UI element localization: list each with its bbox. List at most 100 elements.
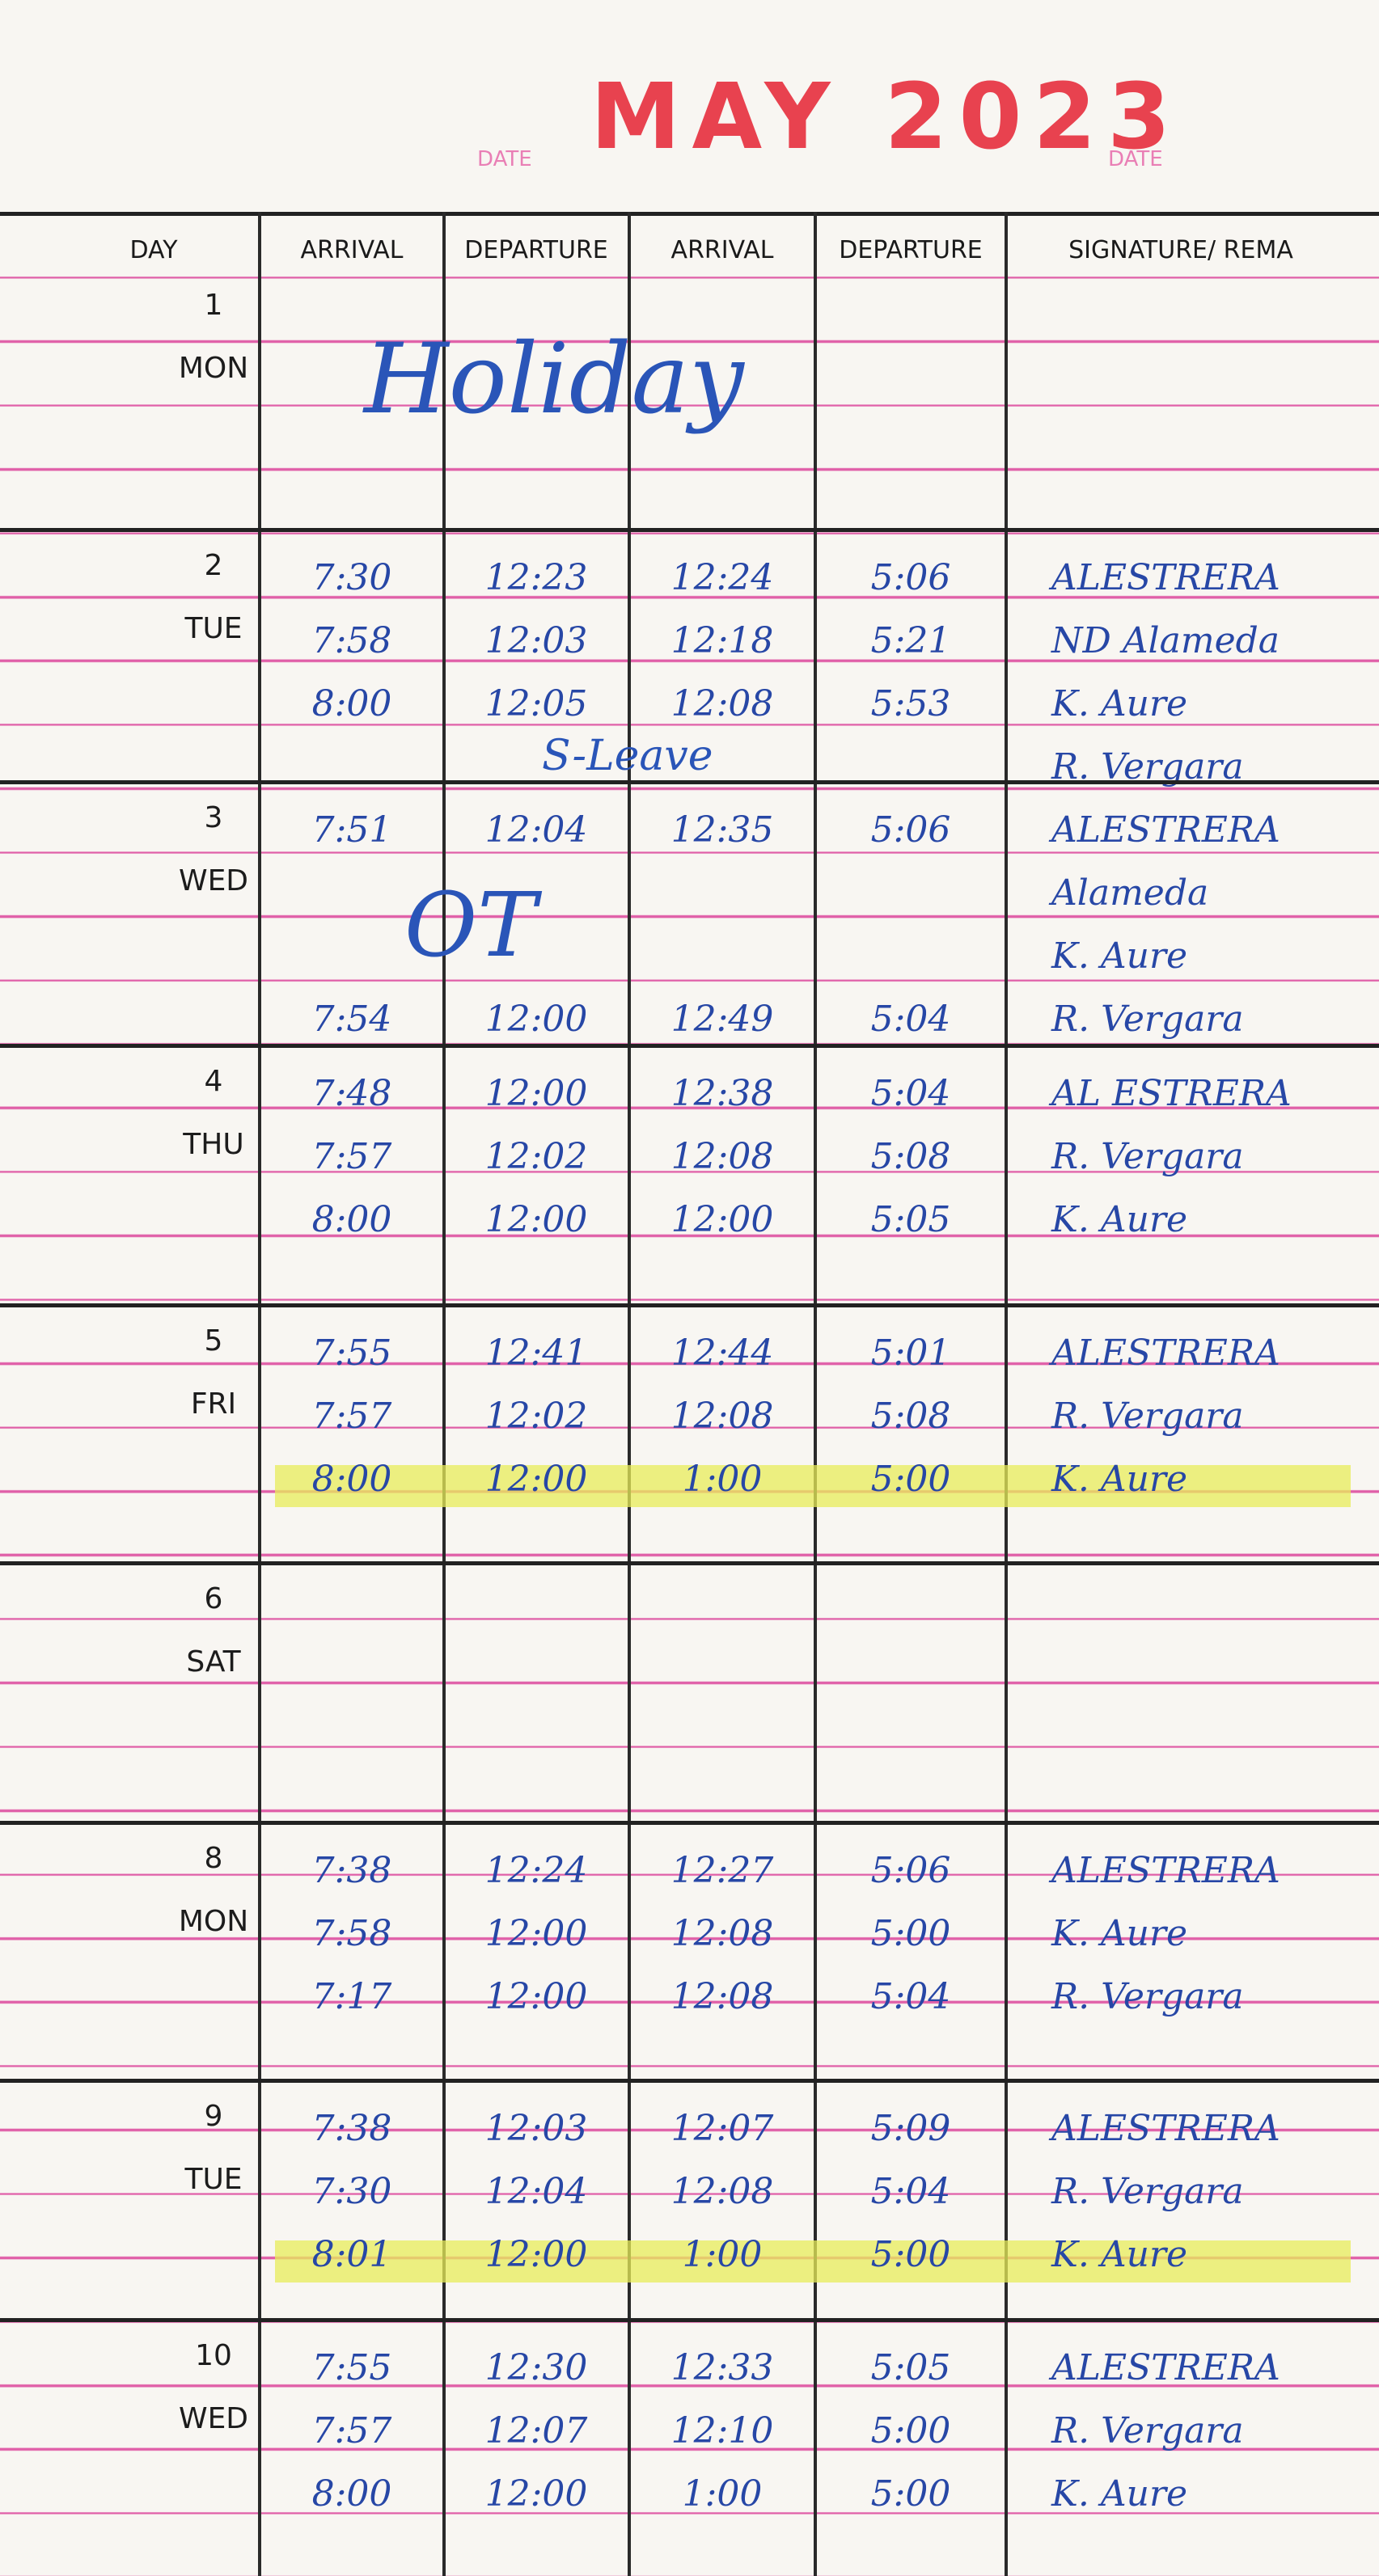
month-title: MAY 2023 [590, 65, 1182, 170]
signature: K. Aure [1051, 683, 1188, 724]
time-entry: 5:09 [870, 2108, 951, 2149]
time-entry: 8:00 [311, 1459, 392, 1500]
signature: ALESTRERA [1051, 1332, 1280, 1374]
header-rule [0, 212, 1379, 216]
time-entry: 12:00 [484, 1976, 588, 2017]
weekday: WED [178, 864, 249, 897]
column-rule [442, 212, 446, 2576]
time-entry: 8:00 [311, 683, 392, 724]
day-rule [0, 1821, 1379, 1825]
date-label: DATE [1108, 147, 1163, 171]
time-entry: 5:04 [870, 1073, 951, 1114]
time-entry: 1:00 [682, 2234, 763, 2275]
time-entry: 12:08 [670, 1913, 774, 1954]
date-label: DATE [477, 147, 532, 171]
time-entry: 12:04 [484, 809, 588, 851]
time-entry: 12:08 [670, 1396, 774, 1437]
column-header: DAY [129, 236, 178, 264]
signature: R. Vergara [1051, 1396, 1244, 1437]
time-entry: 5:01 [870, 1332, 951, 1374]
time-entry: 7:57 [311, 2410, 392, 2451]
weekday: TUE [184, 612, 243, 645]
time-entry: 12:23 [484, 557, 588, 598]
time-entry: 5:06 [870, 809, 951, 851]
day-number: 2 [204, 549, 223, 582]
time-entry: 5:00 [870, 2473, 951, 2515]
time-entry: 12:02 [484, 1136, 588, 1177]
time-entry: 7:57 [311, 1136, 392, 1177]
time-entry: 5:08 [870, 1396, 951, 1437]
time-entry: 12:18 [670, 620, 774, 661]
highlight [275, 1465, 1351, 1507]
time-entry: 5:04 [870, 2171, 951, 2212]
signature: ALESTRERA [1051, 2347, 1280, 2388]
time-entry: 7:30 [311, 2171, 392, 2212]
time-entry: 7:48 [311, 1073, 392, 1114]
day-rule [0, 1044, 1379, 1048]
time-entry: 12:49 [670, 999, 774, 1040]
column-header: ARRIVAL [300, 236, 404, 264]
column-rule [628, 212, 631, 2576]
time-entry: 12:00 [484, 2234, 588, 2275]
signature: K. Aure [1051, 1199, 1188, 1240]
weekday: THU [183, 1128, 244, 1161]
time-entry: 5:00 [870, 2234, 951, 2275]
time-entry: 12:00 [484, 1459, 588, 1500]
time-entry: 1:00 [682, 2473, 763, 2515]
time-entry: 7:55 [311, 2347, 392, 2388]
time-entry: 12:08 [670, 1976, 774, 2017]
column-rule [1005, 212, 1008, 2576]
signature: R. Vergara [1051, 1136, 1244, 1177]
time-entry: 5:06 [870, 1850, 951, 1891]
day-rule [0, 780, 1379, 784]
day-rule [0, 1561, 1379, 1565]
highlight [275, 2240, 1351, 2283]
handwritten-note: Holiday [364, 323, 744, 436]
time-entry: 7:38 [311, 1850, 392, 1891]
column-rule [814, 212, 817, 2576]
time-entry: 5:05 [870, 1199, 951, 1240]
day-rule [0, 2318, 1379, 2322]
signature: R. Vergara [1051, 1976, 1244, 2017]
signature: AL ESTRERA [1051, 1073, 1292, 1114]
signature: K. Aure [1051, 2234, 1188, 2275]
day-number: 10 [195, 2339, 232, 2372]
time-entry: 5:53 [870, 683, 951, 724]
handwritten-note: S-Leave [542, 732, 713, 780]
time-entry: 12:24 [670, 557, 774, 598]
time-entry: 12:07 [670, 2108, 774, 2149]
time-entry: 12:00 [484, 1073, 588, 1114]
time-entry: 7:51 [311, 809, 392, 851]
signature: ALESTRERA [1051, 557, 1280, 598]
time-entry: 12:33 [670, 2347, 774, 2388]
time-entry: 5:21 [870, 620, 951, 661]
signature: ALESTRERA [1051, 809, 1280, 851]
weekday: SAT [186, 1645, 241, 1679]
column-header: ARRIVAL [670, 236, 774, 264]
handwritten-note: OT [404, 873, 537, 977]
time-entry: 12:08 [670, 2171, 774, 2212]
time-entry: 5:00 [870, 1913, 951, 1954]
time-entry: 12:02 [484, 1396, 588, 1437]
time-entry: 12:44 [670, 1332, 774, 1374]
time-entry: 12:38 [670, 1073, 774, 1114]
day-rule [0, 528, 1379, 532]
time-entry: 7:57 [311, 1396, 392, 1437]
weekday: WED [178, 2402, 249, 2435]
signature: ND Alameda [1051, 620, 1280, 661]
time-entry: 12:03 [484, 2108, 588, 2149]
signature: K. Aure [1051, 1913, 1188, 1954]
time-entry: 5:04 [870, 1976, 951, 2017]
time-entry: 12:00 [484, 1913, 588, 1954]
column-header: SIGNATURE/ REMA [1068, 236, 1293, 264]
signature: K. Aure [1051, 2473, 1188, 2515]
day-rule [0, 1303, 1379, 1307]
time-entry: 12:03 [484, 620, 588, 661]
weekday: MON [178, 1905, 249, 1938]
time-entry: 12:24 [484, 1850, 588, 1891]
time-entry: 12:27 [670, 1850, 774, 1891]
time-entry: 8:00 [311, 2473, 392, 2515]
day-number: 3 [204, 801, 223, 834]
